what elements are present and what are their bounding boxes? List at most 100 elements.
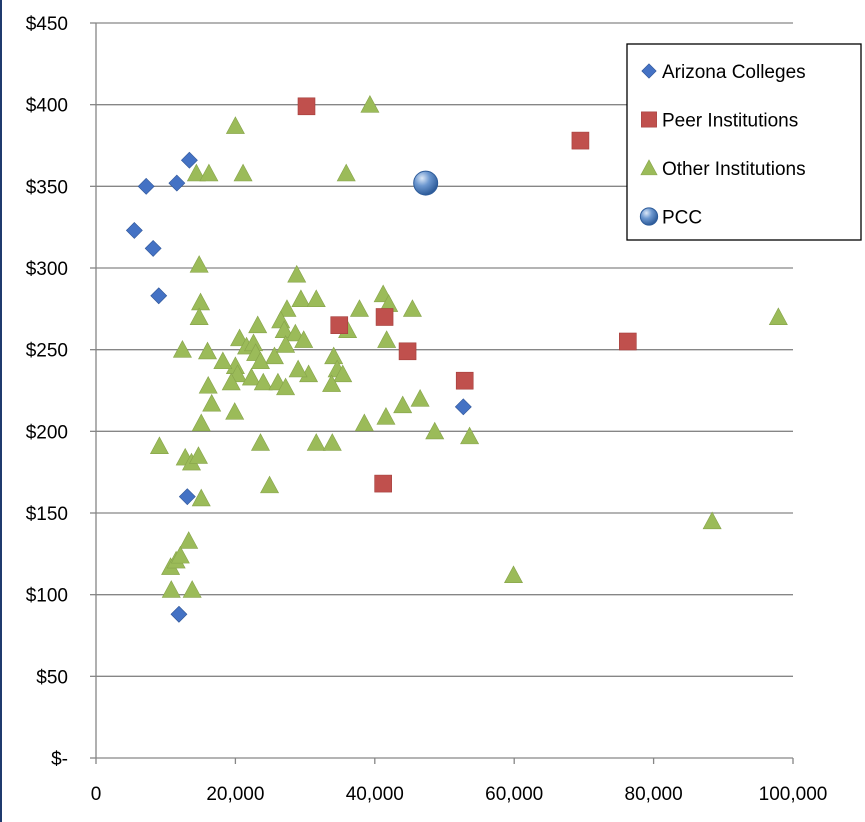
x-tick-label: 0 [91, 784, 102, 805]
legend: Arizona Colleges Peer Institutions Other I… [626, 43, 862, 241]
data-point-other-institutions [179, 531, 199, 549]
data-point-other-institutions [170, 545, 190, 564]
data-point-other-institutions [264, 346, 284, 365]
data-point-other-institutions [188, 446, 208, 464]
y-tick-label: $300 [26, 259, 68, 280]
y-axis-tick-labels: $- $50 $100 $150 $200 $250 $300 $350 $400 $450 [26, 14, 68, 770]
data-point-arizona-colleges [180, 151, 198, 169]
data-point-other-institutions [276, 377, 296, 396]
data-point-other-institutions [285, 323, 305, 342]
data-point-other-institutions [225, 402, 245, 420]
data-point-other-institutions [202, 393, 222, 412]
y-tick-label: $250 [26, 341, 68, 362]
data-point-other-institutions [161, 580, 181, 598]
data-point-other-institutions [702, 511, 722, 530]
data-point-other-institutions [354, 413, 374, 432]
data-point-other-institutions [191, 488, 211, 507]
legend-marker-pcc [639, 207, 659, 226]
x-tick-label: 20,000 [206, 784, 264, 805]
legend-marker-peer-institutions [641, 111, 657, 128]
data-point-other-institutions [324, 346, 344, 365]
data-point-other-institutions [276, 335, 296, 353]
data-point-peer-institutions [374, 474, 392, 493]
data-point-other-institutions [213, 351, 233, 370]
data-point-other-institutions [198, 341, 218, 360]
data-point-arizona-colleges [137, 177, 155, 195]
y-tick-label: $50 [36, 667, 68, 688]
data-point-other-institutions [191, 413, 211, 432]
data-point-other-institutions [198, 375, 218, 394]
data-point-peer-institutions [455, 371, 474, 390]
data-point-other-institutions [425, 421, 445, 440]
y-tick-label: $200 [26, 422, 68, 443]
legend-label-peer-institutions: Peer Institutions [662, 111, 798, 132]
data-point-other-institutions [294, 330, 314, 348]
gridlines [96, 22, 793, 677]
data-point-other-institutions [336, 163, 356, 182]
data-point-other-institutions [191, 292, 211, 311]
data-point-peer-institutions [330, 316, 349, 334]
data-point-pcc [413, 170, 439, 196]
data-point-arizona-colleges [178, 488, 196, 506]
x-tick-label: 60,000 [485, 784, 543, 805]
data-point-other-institutions [287, 264, 307, 283]
data-point-other-institutions [322, 374, 342, 392]
legend-label-pcc: PCC [662, 208, 702, 229]
data-point-other-institutions [768, 307, 788, 325]
data-point-other-institutions [306, 289, 326, 307]
data-point-arizona-colleges [170, 605, 188, 623]
x-axis-tick-labels: 0 20,000 40,000 60,000 80,000 100,000 [91, 784, 828, 805]
x-tick-label: 80,000 [625, 784, 683, 805]
data-point-other-institutions [225, 116, 245, 134]
data-point-other-institutions [377, 330, 397, 348]
axes [90, 22, 794, 764]
data-point-other-institutions [172, 340, 192, 358]
data-point-peer-institutions [619, 332, 637, 351]
data-point-other-institutions [250, 433, 270, 451]
y-tick-label: $150 [26, 504, 68, 525]
data-point-arizona-colleges [150, 287, 168, 305]
legend-marker-other-institutions [640, 159, 658, 176]
data-point-other-institutions [182, 580, 202, 598]
data-point-other-institutions [393, 395, 413, 414]
data-point-arizona-colleges [125, 222, 143, 239]
data-point-other-institutions [250, 351, 270, 370]
data-point-other-institutions [277, 299, 297, 317]
data-point-other-institutions [460, 426, 480, 445]
data-point-other-institutions [186, 163, 206, 182]
data-point-other-institutions [241, 367, 261, 386]
data-point-other-institutions [376, 407, 396, 425]
data-points [125, 95, 788, 623]
data-point-other-institutions [253, 372, 273, 391]
data-point-arizona-colleges [454, 398, 472, 416]
data-point-other-institutions [402, 299, 422, 317]
legend-box [626, 43, 862, 241]
data-point-arizona-colleges [168, 174, 186, 192]
data-point-other-institutions [248, 315, 268, 334]
data-point-other-institutions [349, 299, 369, 317]
data-point-other-institutions [306, 433, 326, 451]
data-point-other-institutions [233, 163, 253, 182]
data-point-other-institutions [189, 307, 209, 325]
data-point-other-institutions [360, 95, 380, 113]
legend-label-other-institutions: Other Institutions [662, 159, 806, 180]
data-point-other-institutions [288, 359, 308, 378]
data-point-other-institutions [333, 364, 353, 383]
x-tick-label: 40,000 [346, 784, 404, 805]
x-tick-label: 100,000 [759, 784, 828, 805]
data-point-peer-institutions [297, 97, 316, 116]
data-point-arizona-colleges [144, 239, 162, 257]
legend-label-arizona-colleges: Arizona Colleges [662, 62, 806, 83]
left-edge-strip [0, 0, 2, 822]
y-tick-label: $400 [26, 96, 68, 117]
data-point-other-institutions [503, 565, 524, 584]
data-point-other-institutions [260, 475, 280, 494]
data-point-other-institutions [291, 289, 311, 307]
data-point-peer-institutions [375, 308, 394, 326]
y-tick-label: $350 [26, 177, 68, 198]
data-point-other-institutions [149, 436, 169, 454]
data-point-other-institutions [221, 372, 241, 391]
data-point-other-institutions [410, 389, 430, 407]
data-point-other-institutions [322, 433, 342, 451]
